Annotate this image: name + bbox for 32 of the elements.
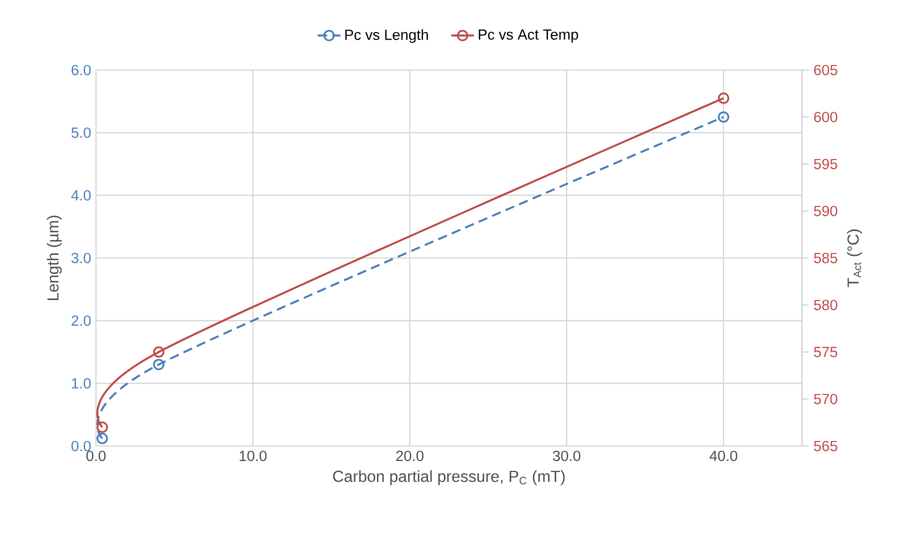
y2-tick-label: 600 <box>814 112 838 122</box>
y2-tick-label: 565 <box>814 440 838 452</box>
x-tick-label: 20.0 <box>396 450 424 462</box>
y-tick-label: 6.0 <box>72 64 91 76</box>
point <box>96 422 108 433</box>
y-tick-label: 3.0 <box>71 252 91 264</box>
y2-tick-label: 595 <box>814 158 838 170</box>
y-tick-label: 1.0 <box>72 378 91 389</box>
point <box>718 92 730 104</box>
y-tick-label: 4.0 <box>71 190 91 201</box>
x-tick-label: 10.0 <box>240 450 267 462</box>
x-tick-label: 0.0 <box>86 450 106 462</box>
y-tick-label: 2.0 <box>72 315 91 326</box>
point <box>718 111 730 123</box>
point <box>153 346 164 358</box>
legend-label: Pc vs Act Temp <box>478 30 578 43</box>
y2-tick-label: 575 <box>814 346 838 358</box>
legend-label: Pc vs Length <box>345 29 428 43</box>
y-tick-label: 5.0 <box>71 127 91 138</box>
y2-tick-label: 585 <box>814 252 838 264</box>
point <box>96 432 108 444</box>
point <box>153 358 164 370</box>
y2-tick-label: 580 <box>814 300 838 310</box>
y-tick-label: 0.0 <box>71 440 91 452</box>
x-tick-label: 40.0 <box>710 450 738 462</box>
x-axis-title: Carbon partial pressure, P$_{C}$ (mT) <box>333 470 565 486</box>
y2-tick-label: 570 <box>814 394 838 404</box>
x-tick-label: 30.0 <box>552 450 580 462</box>
y2-tick-label: 590 <box>814 206 838 216</box>
y2-axis-title: T$_{Act}$ (°C) <box>847 230 862 288</box>
y-axis-title: Length (µm) <box>46 216 62 300</box>
y2-tick-label: 605 <box>814 64 838 76</box>
